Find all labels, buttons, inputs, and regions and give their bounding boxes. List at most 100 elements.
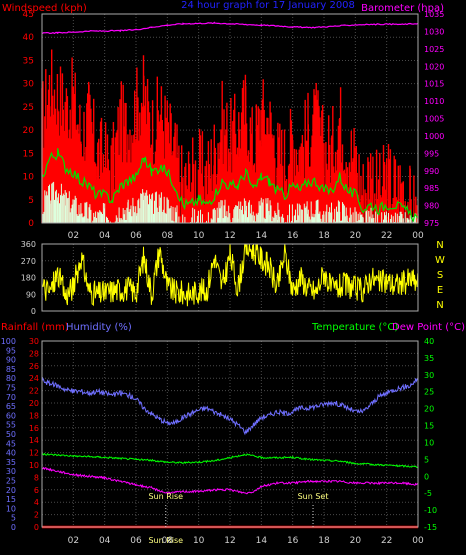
compass-label: E — [437, 285, 443, 296]
y-tick-label: 35 — [23, 56, 34, 66]
average-wind-line — [41, 148, 419, 223]
rain-tick-label: 14 — [29, 436, 39, 445]
y-tick-label: 15 — [23, 149, 34, 159]
humidity-tick-label: 50 — [6, 430, 16, 439]
wind-direction-line — [41, 243, 419, 307]
temp-tick-label: 30 — [424, 371, 434, 380]
y-tick-label: 25 — [23, 103, 34, 113]
humidity-tick-label: 55 — [6, 421, 16, 430]
x-tick-label: 04 — [99, 231, 111, 241]
barometer-axis-label: Barometer (hpa) — [361, 3, 444, 14]
y2-tick-label: 990 — [424, 167, 439, 176]
x-tick-label: 18 — [318, 536, 330, 546]
y2-tick-label: 1010 — [424, 97, 444, 106]
y-tick-label: 5 — [28, 196, 34, 206]
rain-tick-label: 8 — [34, 473, 39, 482]
compass-label: S — [437, 270, 443, 281]
rain-tick-label: 6 — [34, 486, 39, 495]
x-tick-label: 08 — [162, 536, 174, 546]
y-tick-label: 180 — [21, 274, 36, 283]
barometer-line — [41, 21, 419, 35]
x-tick-label: 22 — [381, 231, 392, 241]
y-tick-label: 270 — [21, 257, 36, 266]
temp-tick-label: 0 — [424, 472, 429, 481]
humidity-tick-label: 85 — [6, 365, 16, 374]
y-tick-label: 0 — [31, 307, 36, 316]
compass-label: W — [435, 255, 445, 266]
y2-tick-label: 1005 — [424, 115, 444, 124]
y2-tick-label: 980 — [424, 202, 439, 211]
humidity-axis-label: Humidity (%) — [66, 322, 132, 333]
y-tick-label: 90 — [26, 290, 36, 299]
temp-tick-label: 25 — [424, 388, 434, 397]
rain-tick-label: 26 — [29, 362, 39, 371]
x-tick-label: 02 — [68, 231, 79, 241]
x-tick-label: 22 — [381, 536, 392, 546]
x-tick-label: 00 — [412, 536, 424, 546]
plot-frame — [41, 340, 419, 528]
rain-tick-label: 2 — [34, 511, 39, 520]
rain-tick-label: 16 — [29, 424, 39, 433]
rain-tick-label: 24 — [29, 374, 39, 383]
humidity-tick-label: 75 — [6, 384, 16, 393]
humidity-tick-label: 0 — [11, 523, 16, 532]
sun-label: Sun Rise — [148, 492, 183, 501]
x-tick-label: 06 — [130, 536, 142, 546]
x-tick-label: 10 — [193, 231, 205, 241]
x-tick-label: 20 — [350, 536, 362, 546]
y2-tick-label: 1035 — [424, 10, 444, 19]
humidity-tick-label: 10 — [6, 504, 16, 513]
x-tick-label: 14 — [256, 536, 268, 546]
rain-tick-label: 30 — [29, 337, 39, 346]
humidity-tick-label: 5 — [11, 514, 16, 523]
rain-tick-label: 20 — [29, 399, 39, 408]
x-tick-label: 00 — [412, 231, 424, 241]
dewpoint-line — [41, 466, 419, 495]
humidity-tick-label: 15 — [6, 495, 16, 504]
y2-tick-label: 1000 — [424, 132, 444, 141]
chart-title: 24 hour graph for 17 January 2008 — [181, 0, 355, 11]
y2-tick-label: 1025 — [424, 45, 444, 54]
x-tick-label: 18 — [318, 231, 330, 241]
humidity-temperature-panel: 0246810121416182022242628300510152025303… — [1, 337, 437, 546]
sun-rise-bottom-label: Sun Rise — [148, 536, 183, 545]
temp-tick-label: 5 — [424, 455, 429, 464]
rain-tick-label: 10 — [29, 461, 39, 470]
temp-tick-label: -15 — [424, 523, 437, 532]
wind-barometer-panel: 0510152025303540459759809859909951000100… — [23, 10, 445, 241]
plot-frame — [41, 243, 419, 312]
humidity-tick-label: 20 — [6, 486, 16, 495]
x-tick-label: 04 — [99, 536, 111, 546]
windspeed-axis-label: Windspeed (kph) — [2, 3, 87, 14]
x-tick-label: 16 — [287, 536, 299, 546]
humidity-tick-label: 35 — [6, 458, 16, 467]
x-tick-label: 16 — [287, 231, 299, 241]
temp-tick-label: 35 — [424, 354, 434, 363]
temperature-axis-label: Temperature (°C) — [311, 322, 398, 333]
rain-tick-label: 28 — [29, 349, 39, 358]
plot-frame — [41, 13, 419, 224]
y2-tick-label: 985 — [424, 184, 439, 193]
humidity-tick-label: 90 — [6, 356, 16, 365]
humidity-tick-label: 45 — [6, 439, 16, 448]
temp-tick-label: -5 — [424, 489, 432, 498]
compass-label: N — [436, 300, 443, 311]
x-tick-label: 12 — [224, 536, 235, 546]
humidity-tick-label: 40 — [6, 449, 16, 458]
y-tick-label: 0 — [28, 219, 34, 229]
x-tick-label: 02 — [68, 536, 79, 546]
rain-tick-label: 18 — [29, 411, 39, 420]
temp-tick-label: 40 — [424, 337, 434, 346]
y2-tick-label: 975 — [424, 219, 439, 228]
rain-tick-label: 0 — [34, 523, 39, 532]
y-tick-label: 360 — [21, 240, 36, 249]
y-tick-label: 30 — [23, 80, 35, 90]
x-tick-label: 20 — [350, 231, 362, 241]
compass-label: N — [436, 240, 443, 251]
humidity-tick-label: 80 — [6, 374, 16, 383]
temp-tick-label: 20 — [424, 405, 434, 414]
rainfall-axis-label: Rainfall (mm) — [1, 322, 69, 333]
temp-tick-label: 10 — [424, 438, 434, 447]
